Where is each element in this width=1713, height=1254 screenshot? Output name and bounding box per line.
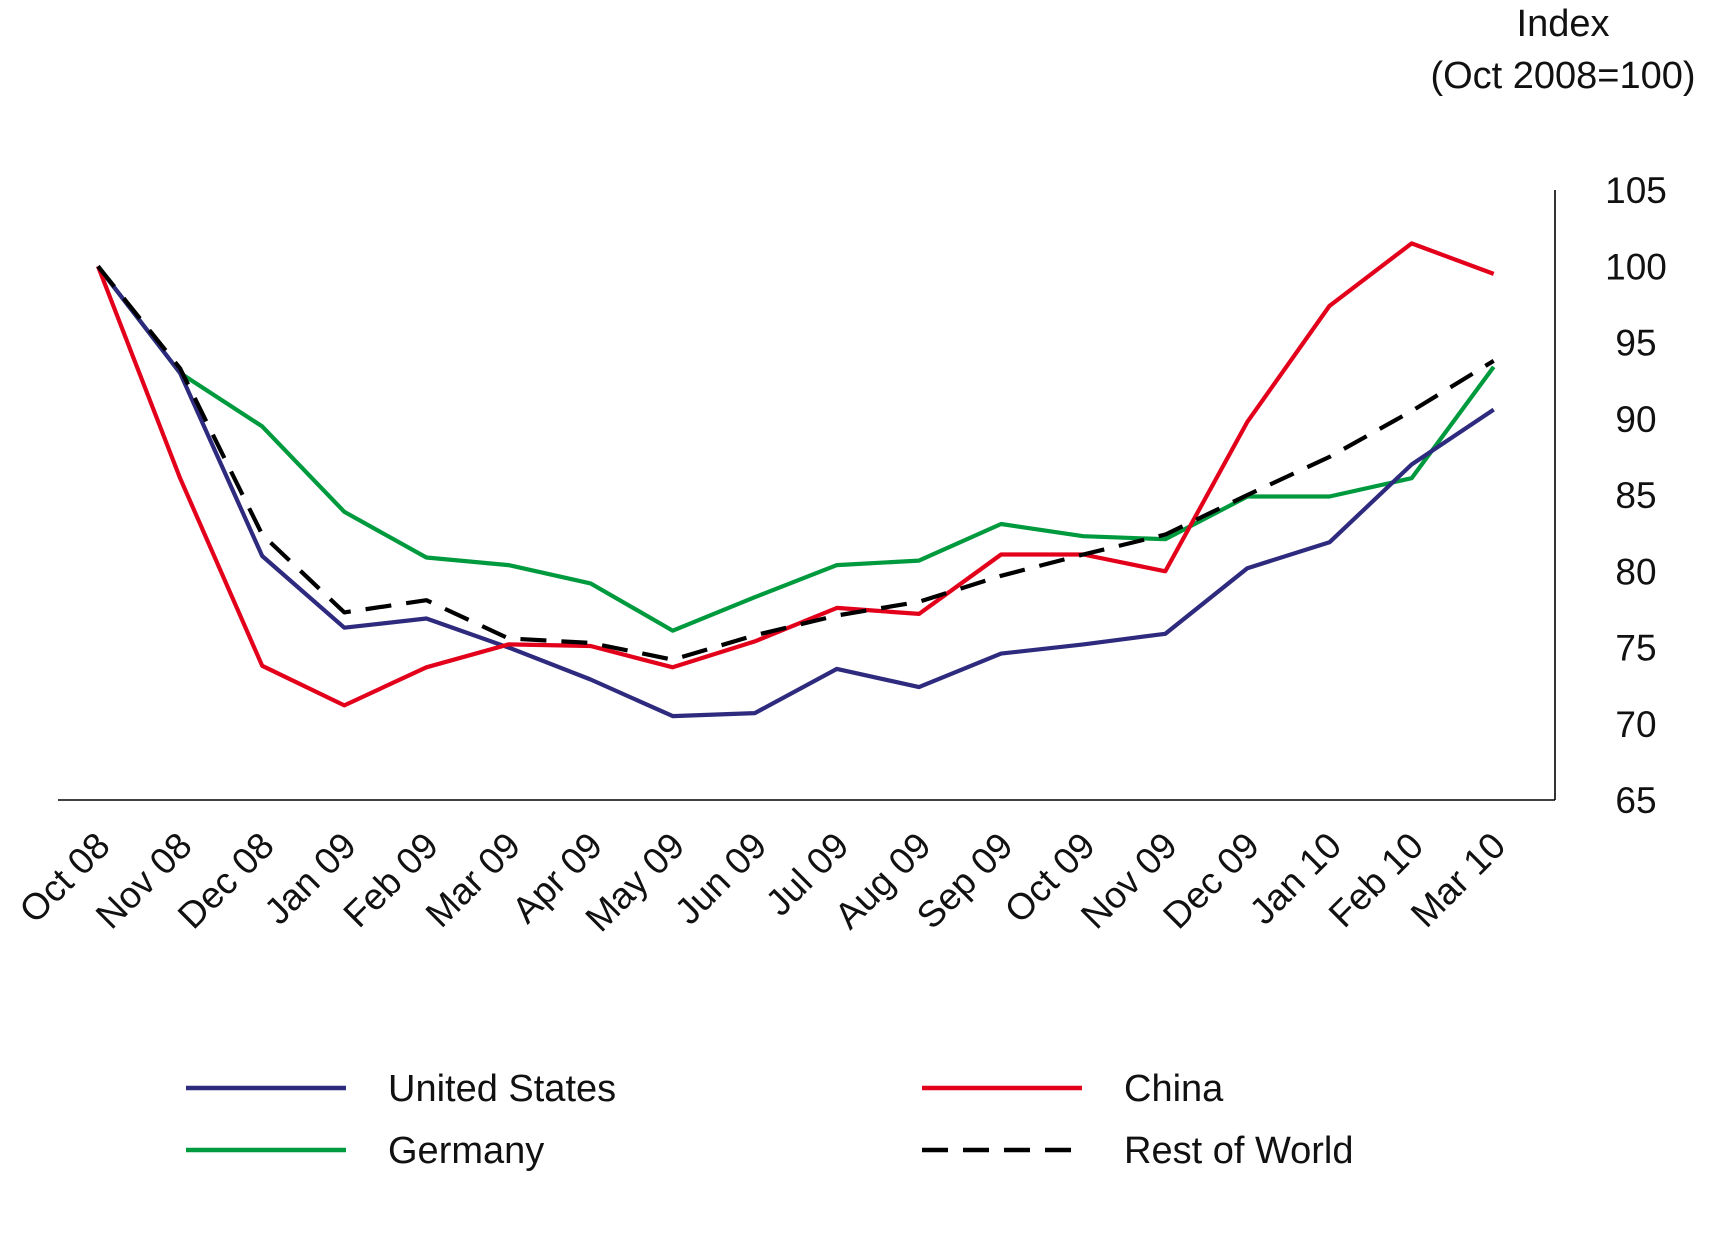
legend-label-rest-of-world: Rest of World — [1124, 1130, 1353, 1172]
legend-label-united-states: United States — [388, 1068, 616, 1110]
x-tick-label: Mar 10 — [1403, 825, 1513, 935]
y-tick-label: 100 — [1605, 246, 1667, 287]
series-line-rest-of-world — [96, 264, 1495, 662]
series-line-germany — [96, 265, 1496, 633]
y-tick-label: 90 — [1615, 399, 1656, 440]
legend-label-china: China — [1124, 1068, 1224, 1110]
y-tick-label: 75 — [1615, 628, 1656, 669]
y-tick-label: 65 — [1615, 780, 1656, 821]
series-line-china — [96, 241, 1495, 708]
y-axis-unit-sublabel: (Oct 2008=100) — [1430, 55, 1695, 97]
y-tick-label: 95 — [1615, 323, 1656, 364]
x-tick-label: Jun 09 — [667, 825, 775, 933]
y-tick-label: 70 — [1615, 704, 1656, 745]
axes — [58, 190, 1556, 801]
legend-label-germany: Germany — [388, 1130, 544, 1172]
y-tick-label: 105 — [1605, 170, 1667, 211]
series-lines — [96, 241, 1496, 719]
y-tick-label: 80 — [1615, 551, 1656, 592]
series-line-united-states — [96, 265, 1495, 719]
x-tick-label: Mar 09 — [418, 825, 528, 935]
y-tick-label: 85 — [1615, 475, 1656, 516]
y-axis-unit-label: Index — [1517, 3, 1610, 45]
y-axis-ticks: 105 100 95 90 85 80 75 70 65 — [1605, 170, 1667, 821]
legend: United States China Germany Rest of Worl… — [186, 1068, 1353, 1172]
